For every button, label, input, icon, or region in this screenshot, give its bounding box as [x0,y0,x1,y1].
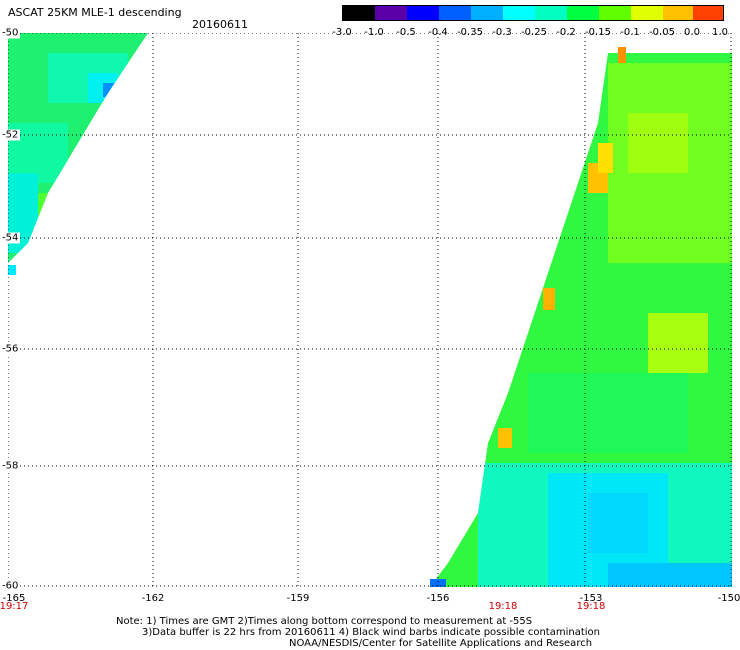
time-label-0: 19:17 [0,601,28,612]
product-title: ASCAT 25KM MLE-1 descending [8,6,182,19]
lat-label-56: -56 [2,344,20,355]
lat-label-54: -54 [2,233,20,244]
lat-label-60: -60 [2,581,20,592]
right-swath [428,33,732,587]
wind-map [8,33,732,587]
time-label-2: 19:18 [577,601,606,612]
lon-label-156: -156 [427,593,450,604]
cb-seg-2 [407,6,439,20]
right-swath-top-fleck [618,47,626,63]
cb-seg-7 [567,6,599,20]
lon-label-150: -150 [718,593,740,604]
footer-note-2: 3)Data buffer is 22 hrs from 20160611 4)… [142,627,600,638]
lat-label-58: -58 [2,461,20,472]
cb-seg-5 [503,6,535,20]
colorbar [342,5,724,21]
cb-seg-10 [663,6,693,20]
lat-label-52: -52 [2,130,20,141]
lon-label-162: -162 [142,593,165,604]
cb-seg-0 [343,6,375,20]
footer-note-1: Note: 1) Times are GMT 2)Times along bot… [116,616,532,627]
time-label-1: 19:18 [489,601,518,612]
cb-seg-3 [439,6,471,20]
lon-label-159: -159 [287,593,310,604]
cb-seg-4 [471,6,503,20]
left-swath [8,33,148,273]
colorbar-gradient [343,6,723,20]
footer-credit: NOAA/NESDIS/Center for Satellite Applica… [289,638,592,649]
cb-seg-8 [599,6,631,20]
product-date: 20160611 [192,18,248,31]
cb-seg-6 [535,6,567,20]
left-swath-edge [8,265,16,275]
cb-seg-1 [375,6,407,20]
cb-seg-11 [693,6,723,20]
lat-label-50: -50 [2,28,20,39]
cb-seg-9 [631,6,663,20]
